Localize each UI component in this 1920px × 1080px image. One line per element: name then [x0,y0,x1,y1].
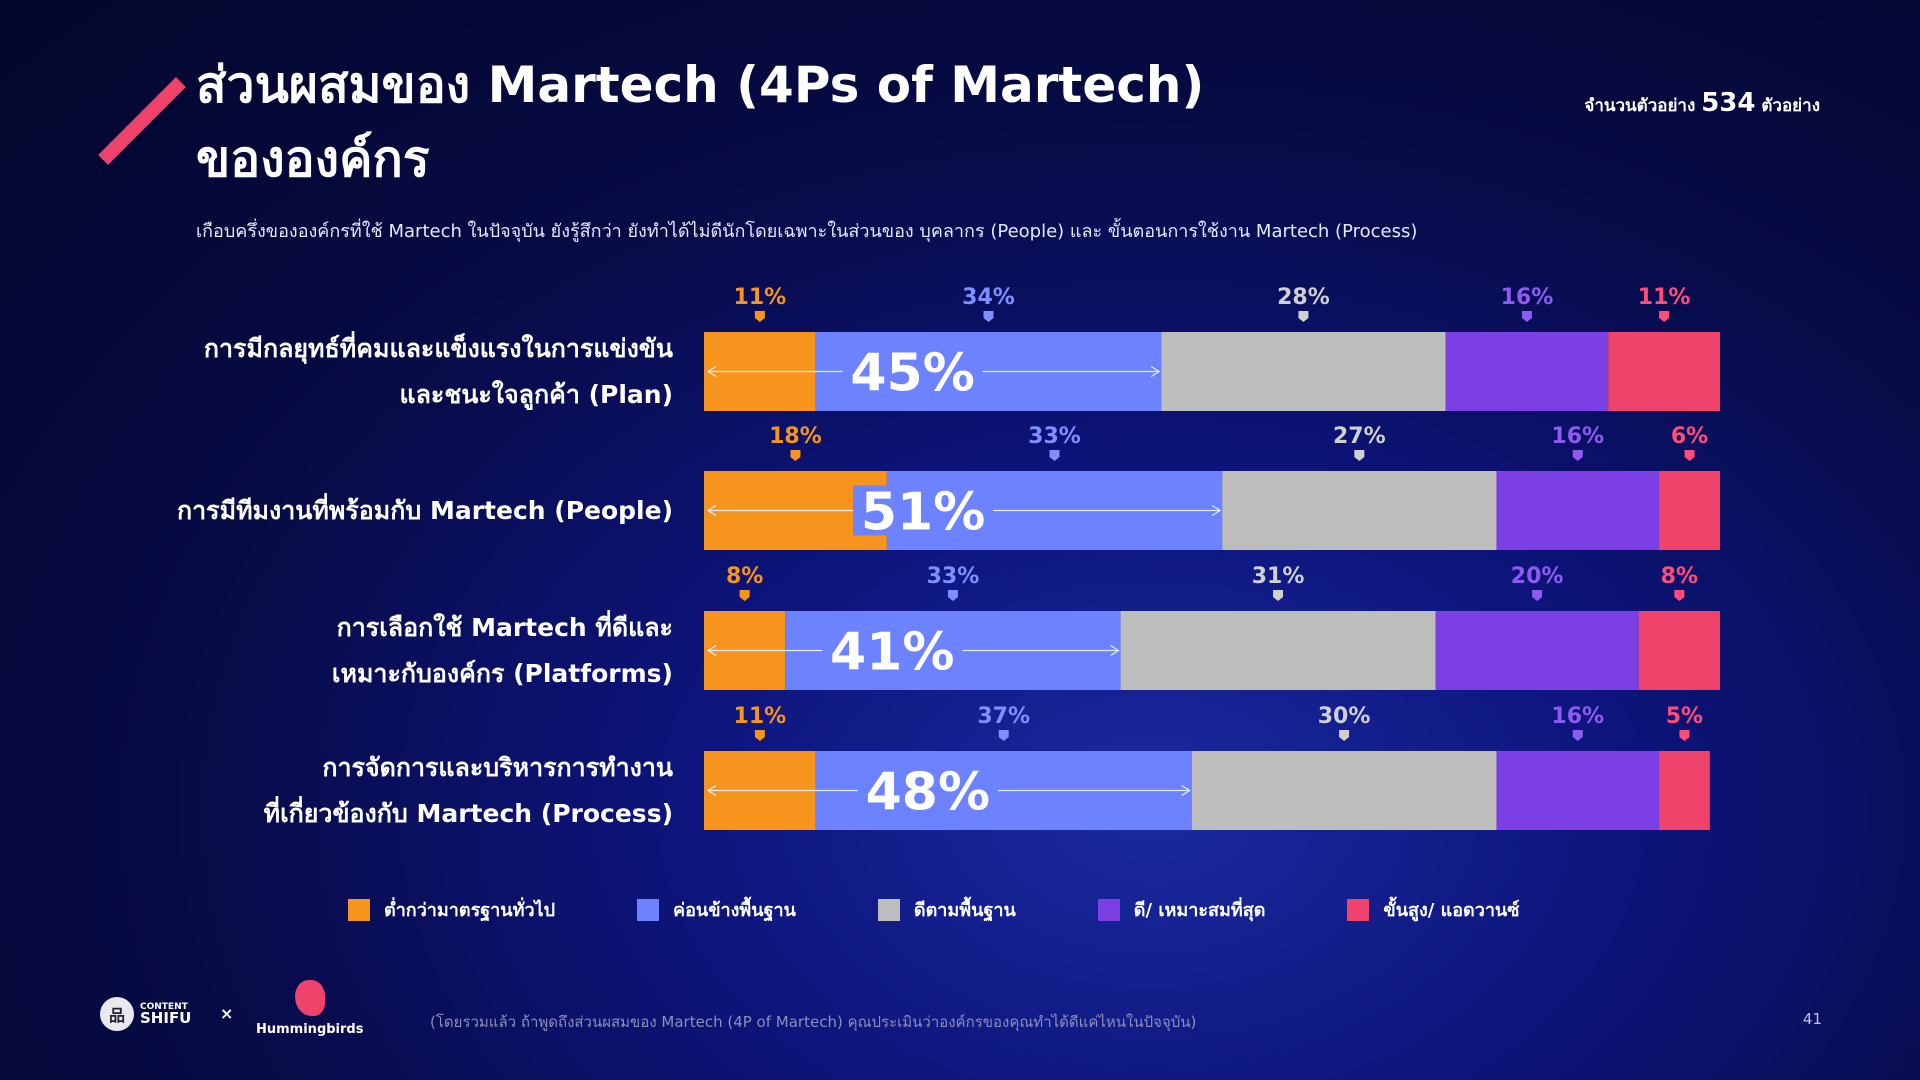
content-shifu-logo: 品 CONTENT SHIFU [100,997,191,1031]
legend-swatch [637,898,660,921]
bar-segment [1222,471,1497,550]
hummingbirds-logo: Hummingbirds [256,980,363,1037]
page-number: 41 [1802,1010,1822,1028]
arrow-heads [706,504,1222,517]
value-marker [1532,590,1543,601]
bar-segment [1120,611,1436,690]
sample-size: จำนวนตัวอย่าง 534 ตัวอย่าง [1584,88,1820,118]
value-marker [739,590,750,601]
value-marker [790,450,801,461]
category-label: การมีกลยุทธ์ที่คมและแข็งแรงในการแข่งขันแ… [203,333,673,409]
value-marker [1339,730,1350,741]
bird-icon [294,980,325,1016]
value-marker [1674,590,1685,601]
value-label: 27% [1333,424,1386,449]
category-label: การเลือกใช้ Martech ที่ดีและ เหมาะกับองค์… [331,612,673,688]
bar-segment [1191,751,1497,830]
value-label: 16% [1501,285,1554,310]
legend-item: ดีตามพื้นฐาน [877,895,1016,924]
value-label: 33% [1028,424,1081,449]
arrow-heads [706,365,1161,378]
bar-segment [1445,332,1609,411]
value-label: 8% [1661,564,1698,589]
value-label: 11% [734,285,787,310]
bar-segment [1161,332,1446,411]
bar-segment [1659,751,1710,830]
value-marker [947,590,958,601]
value-label: 28% [1277,285,1330,310]
value-label: 5% [1666,704,1703,729]
value-marker [1298,311,1309,322]
legend-swatch [877,898,900,921]
value-marker [1679,730,1690,741]
bar-segment [1496,471,1660,550]
value-marker [1572,730,1583,741]
legend-item: ต่ำกว่ามาตรฐานทั่วไป [348,895,555,924]
value-marker [1521,311,1532,322]
legend: ต่ำกว่ามาตรฐานทั่วไป ค่อนข้างพื้นฐาน ดีตาม… [348,895,1601,924]
bar-segment [1638,611,1720,690]
combined-label: 48% [866,763,990,823]
value-label: 31% [1252,564,1305,589]
value-label: 8% [726,564,763,589]
separator: × [220,1004,234,1023]
value-label: 34% [962,285,1015,310]
value-label: 33% [927,564,980,589]
value-marker [983,311,994,322]
value-label: 11% [734,704,787,729]
value-marker [1273,590,1284,601]
value-label: 11% [1638,285,1691,310]
value-label: 6% [1671,424,1708,449]
value-label: 37% [977,704,1030,729]
value-label: 16% [1551,704,1604,729]
value-marker [998,730,1009,741]
category-label: การมีทีมงานที่พร้อมกับ Martech (People) [177,495,673,525]
subtitle: เกือบครึ่งขององค์กรที่ใช้ Martech ในปัจจ… [196,221,1418,242]
value-marker [1354,450,1365,461]
arrow-heads [706,644,1120,657]
legend-swatch [1097,898,1120,921]
value-marker [1684,450,1695,461]
legend-swatch [348,898,370,921]
legend-item: ค่อนข้างพื้นฐาน [637,895,796,924]
value-label: 18% [769,424,822,449]
bar-segment [1659,471,1720,550]
page-title: ส่วนผสมของ Martech (4Ps of Martech) ขององ… [196,56,1205,188]
legend-item: ขั้นสูง/ แอดวานซ์ [1347,895,1519,924]
value-marker [1049,450,1060,461]
footnote: (โดยรวมแล้ว ถ้าพูดถึงส่วนผสมของ Martech … [430,1013,1197,1031]
combined-label: 51% [861,483,985,543]
arrow-heads [706,784,1191,797]
value-label: 20% [1511,564,1564,589]
combined-label: 41% [830,623,954,683]
value-label: 30% [1318,704,1371,729]
category-label: การจัดการและบริหารการทำงาน ที่เกี่ยวข้องก… [263,752,673,828]
value-marker [754,311,765,322]
value-marker [754,730,765,741]
value-marker [1572,450,1583,461]
bar-segment [1496,751,1660,830]
legend-swatch [1347,898,1370,921]
combined-label: 45% [850,344,974,404]
bar-segment [1608,332,1720,411]
bar-segment [1435,611,1639,690]
value-marker [1659,311,1670,322]
value-label: 16% [1551,424,1604,449]
legend-item: ดี/ เหมาะสมที่สุด [1097,895,1265,924]
